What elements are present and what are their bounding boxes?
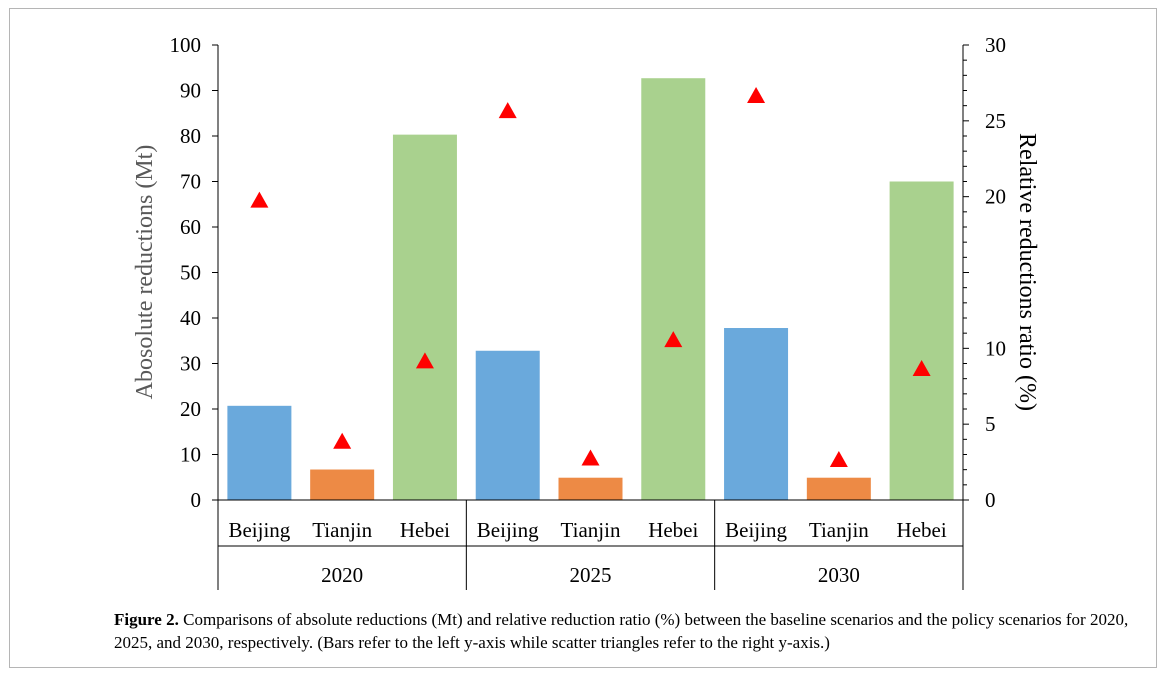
x-category-label: Hebei bbox=[400, 518, 450, 542]
left-y-axis-title: Abosolute reductions (Mt) bbox=[132, 145, 158, 400]
x-category-label: Tianjin bbox=[809, 518, 869, 542]
ratio-marker-beijing-2030 bbox=[747, 86, 766, 103]
x-category-label: Beijing bbox=[228, 518, 290, 542]
x-category-label: Beijing bbox=[477, 518, 539, 542]
x-category-label: Beijing bbox=[725, 518, 787, 542]
left-y-tick-label: 90 bbox=[180, 79, 201, 103]
caption-text: Comparisons of absolute reductions (Mt) … bbox=[114, 610, 1129, 652]
left-y-tick-label: 40 bbox=[180, 306, 201, 330]
right-y-tick-label: 30 bbox=[985, 33, 1006, 57]
bar-tianjin-2020 bbox=[310, 469, 375, 500]
left-y-tick-label: 50 bbox=[180, 261, 201, 285]
ratio-marker-beijing-2025 bbox=[498, 102, 517, 119]
ratio-marker-hebei-2025 bbox=[664, 331, 683, 348]
left-y-tick-label: 10 bbox=[180, 443, 201, 467]
ratio-markers bbox=[250, 86, 931, 467]
left-y-tick-label: 70 bbox=[180, 170, 201, 194]
x-axis: Beijing Tianjin Hebei 2020 Beijing Tianjin Heb… bbox=[217, 499, 964, 590]
right-y-tick-label: 20 bbox=[985, 185, 1006, 209]
x-category-label: Tianjin bbox=[312, 518, 372, 542]
left-y-tick-label: 0 bbox=[191, 488, 202, 512]
x-year-label: 2020 bbox=[321, 563, 363, 587]
right-y-axis: 0 5 10 20 25 30 bbox=[962, 33, 1006, 512]
left-y-axis: 0 10 20 30 40 50 60 70 80 90 100 bbox=[170, 33, 219, 512]
x-category-label: Hebei bbox=[897, 518, 947, 542]
caption-label: Figure 2. bbox=[114, 610, 179, 629]
figure-caption: Figure 2. Comparisons of absolute reduct… bbox=[114, 608, 1144, 654]
right-y-tick-label: 0 bbox=[985, 488, 996, 512]
bar-hebei-2030 bbox=[889, 181, 954, 500]
bar-beijing-2020 bbox=[227, 405, 292, 500]
ratio-marker-tianjin-2020 bbox=[333, 432, 352, 449]
figure-frame bbox=[9, 8, 1157, 668]
x-year-label: 2025 bbox=[570, 563, 612, 587]
bar-tianjin-2030 bbox=[806, 477, 871, 500]
right-y-tick-label: 25 bbox=[985, 109, 1006, 133]
bar-hebei-2020 bbox=[392, 134, 457, 500]
left-y-tick-label: 60 bbox=[180, 215, 201, 239]
ratio-marker-tianjin-2025 bbox=[581, 449, 600, 466]
bar-series bbox=[227, 78, 954, 500]
left-y-tick-label: 80 bbox=[180, 124, 201, 148]
x-year-label: 2030 bbox=[818, 563, 860, 587]
right-y-tick-label: 10 bbox=[985, 336, 1006, 360]
left-y-tick-label: 100 bbox=[170, 33, 202, 57]
left-y-tick-label: 30 bbox=[180, 352, 201, 376]
bar-beijing-2025 bbox=[475, 350, 540, 500]
ratio-marker-hebei-2020 bbox=[415, 352, 434, 369]
x-category-label: Tianjin bbox=[561, 518, 621, 542]
ratio-marker-beijing-2020 bbox=[250, 191, 269, 208]
ratio-marker-tianjin-2030 bbox=[829, 450, 848, 467]
bar-hebei-2025 bbox=[641, 78, 706, 500]
bar-beijing-2030 bbox=[724, 328, 789, 500]
x-category-label: Hebei bbox=[648, 518, 698, 542]
right-y-tick-label: 5 bbox=[985, 412, 996, 436]
ratio-marker-hebei-2030 bbox=[912, 359, 931, 376]
left-y-tick-label: 20 bbox=[180, 397, 201, 421]
bar-tianjin-2025 bbox=[558, 477, 623, 500]
right-y-axis-title: Relative reductions ratio (%) bbox=[1014, 133, 1040, 411]
